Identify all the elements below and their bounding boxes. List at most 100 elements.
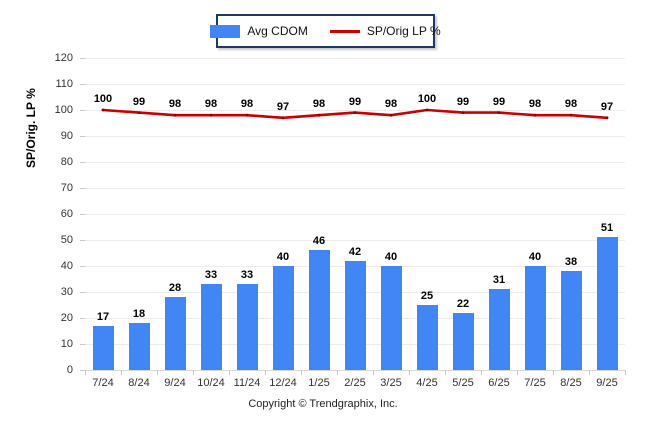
- legend-item-avg-cdom[interactable]: Avg CDOM: [210, 24, 308, 38]
- x-axis-tick-label: 9/25: [596, 377, 618, 389]
- y-axis-tick-mark: [80, 214, 85, 215]
- legend-bar-swatch-icon: [210, 24, 241, 38]
- x-axis-tick-label: 3/25: [380, 377, 402, 389]
- y-axis-tick-label: 90: [60, 130, 73, 142]
- line-marker[interactable]: [605, 116, 609, 120]
- line-marker[interactable]: [461, 111, 465, 114]
- x-axis-tick-label: 1/25: [308, 377, 330, 389]
- data-labels: 17 18 28 33 33 40 46 42 40 25 22 31 40 38 51 100 99 98 98 9…: [85, 58, 625, 370]
- y-axis-tick-label: 30: [60, 286, 73, 298]
- x-axis-tick-label: 4/25: [416, 377, 438, 389]
- x-axis-tick-mark: [445, 370, 446, 375]
- y-axis-tick-label: 70: [60, 182, 73, 194]
- x-axis-tick-mark: [301, 370, 302, 375]
- y-axis-tick-mark: [80, 266, 85, 267]
- x-axis-tick-mark: [265, 370, 266, 375]
- y-axis-tick-label: 0: [66, 364, 73, 376]
- bar[interactable]: [92, 325, 114, 370]
- bar-value-label: 18: [132, 308, 146, 321]
- x-axis-tick-mark: [229, 370, 230, 375]
- bar[interactable]: [596, 237, 618, 370]
- line-marker[interactable]: [497, 111, 501, 114]
- chart-legend: Avg CDOM SP/Orig LP %: [210, 14, 441, 48]
- y-axis-tick-mark: [80, 162, 85, 163]
- x-axis-tick-label: 12/24: [269, 377, 297, 389]
- x-axis-tick-mark: [121, 370, 122, 375]
- line-value-label: 98: [528, 98, 542, 111]
- x-axis-tick-mark: [553, 370, 554, 375]
- x-axis-tick-mark: [409, 370, 410, 375]
- line-value-label: 99: [456, 95, 470, 108]
- bar[interactable]: [236, 284, 258, 370]
- line-marker[interactable]: [137, 111, 141, 114]
- bar-value-label: 42: [348, 245, 362, 258]
- y-axis-tick-label: 110: [55, 78, 73, 90]
- x-axis-tick-mark: [373, 370, 374, 375]
- line-marker[interactable]: [173, 113, 177, 117]
- gridline: [85, 214, 625, 215]
- bar[interactable]: [272, 266, 294, 370]
- line-marker[interactable]: [317, 113, 321, 117]
- line-value-label: 97: [600, 100, 614, 113]
- bar-value-label: 51: [600, 222, 614, 235]
- y-axis-tick-label: 10: [60, 338, 73, 350]
- x-axis-tick-mark: [517, 370, 518, 375]
- line-marker[interactable]: [101, 108, 105, 112]
- bar-value-label: 25: [420, 290, 434, 302]
- y-axis-tick-label: 40: [60, 260, 73, 272]
- bar[interactable]: [488, 289, 510, 370]
- y-axis-tick-mark: [80, 188, 85, 189]
- bar-value-label: 33: [204, 269, 218, 282]
- bar-value-label: 17: [96, 310, 110, 323]
- legend-item-sp-orig-lp[interactable]: SP/Orig LP %: [329, 25, 441, 37]
- bar-value-label: 33: [240, 269, 254, 282]
- line-marker[interactable]: [389, 113, 393, 117]
- bar[interactable]: [200, 284, 222, 370]
- line-value-label: 98: [384, 98, 398, 111]
- gridline: [85, 136, 625, 137]
- bar[interactable]: [344, 260, 366, 370]
- x-axis-tick-mark: [157, 370, 158, 375]
- line-value-label: 98: [312, 98, 326, 111]
- x-axis-tick-label: 10/24: [197, 377, 225, 389]
- gridline: [85, 188, 625, 189]
- line-marker[interactable]: [569, 113, 573, 117]
- y-axis-tick-mark: [80, 58, 85, 59]
- line-marker[interactable]: [533, 113, 537, 117]
- line-series-sp-orig-lp: [101, 108, 609, 120]
- x-axis-tick-label: 5/25: [452, 377, 474, 389]
- line-marker[interactable]: [425, 108, 429, 112]
- bar[interactable]: [416, 305, 438, 370]
- bar[interactable]: [308, 250, 330, 370]
- line-value-label: 98: [240, 98, 254, 111]
- bar[interactable]: [524, 266, 546, 370]
- copyright-text: Copyright © Trendgraphix, Inc.: [248, 398, 398, 410]
- y-axis-tick-label: 120: [54, 52, 73, 64]
- line-value-label: 100: [93, 93, 113, 105]
- bar[interactable]: [380, 266, 402, 370]
- gridline: [85, 110, 625, 111]
- legend-line-swatch-icon: [329, 29, 360, 33]
- x-axis-tick-mark: [85, 370, 86, 375]
- bar[interactable]: [164, 297, 186, 370]
- y-axis-tick-mark: [80, 240, 85, 241]
- x-axis-tick-label: 9/24: [164, 377, 186, 389]
- line-marker[interactable]: [245, 113, 249, 117]
- line-marker[interactable]: [353, 111, 357, 114]
- line-marker[interactable]: [281, 116, 285, 120]
- x-axis-labels: 7/24 8/24 9/24 10/24 11/24 12/24 1/25 2/25 3/25 4…: [85, 370, 626, 394]
- line-value-label: 99: [132, 95, 146, 108]
- x-axis-tick-mark: [337, 370, 338, 375]
- line-marker[interactable]: [209, 113, 213, 117]
- bar[interactable]: [452, 312, 474, 370]
- x-axis-tick-label: 7/24: [92, 377, 114, 389]
- y-axis-tick-mark: [80, 292, 85, 293]
- x-axis-tick-label: 11/24: [233, 377, 261, 389]
- bar[interactable]: [560, 271, 582, 370]
- y-axis-tick-label: 60: [60, 208, 73, 220]
- bar-value-label: 28: [168, 282, 182, 295]
- gridline: [85, 162, 625, 163]
- line-value-label: 98: [168, 98, 182, 111]
- bar[interactable]: [128, 323, 150, 370]
- line-value-label: 99: [492, 95, 506, 108]
